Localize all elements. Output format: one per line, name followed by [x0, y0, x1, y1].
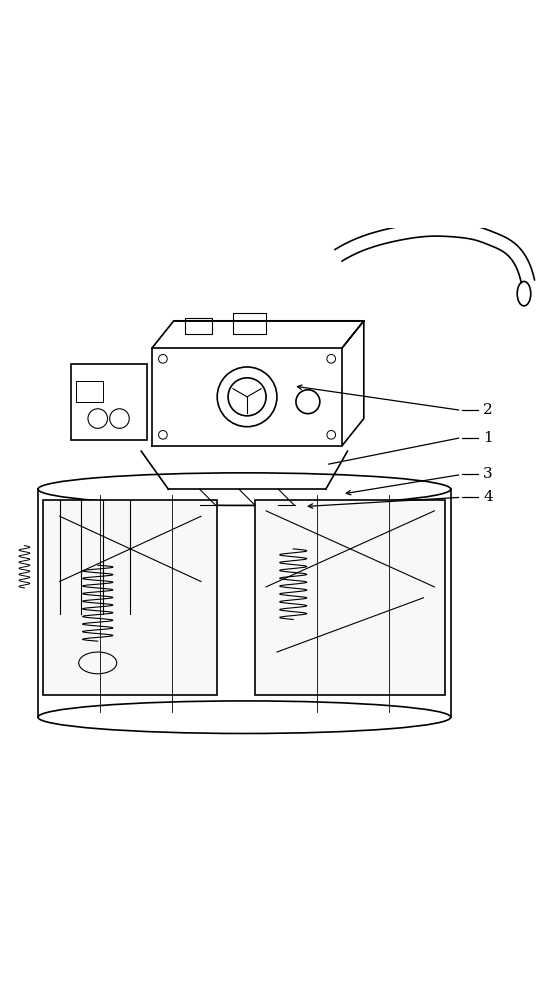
Text: 4: 4	[483, 490, 493, 504]
Bar	[76, 381, 103, 402]
Text: 1: 1	[483, 431, 493, 445]
Bar	[43, 500, 217, 695]
Bar	[185, 318, 212, 334]
Text: 2: 2	[483, 403, 493, 417]
Bar	[255, 500, 445, 695]
Text: 3: 3	[483, 467, 493, 481]
Bar	[71, 364, 147, 440]
Bar	[233, 313, 266, 334]
